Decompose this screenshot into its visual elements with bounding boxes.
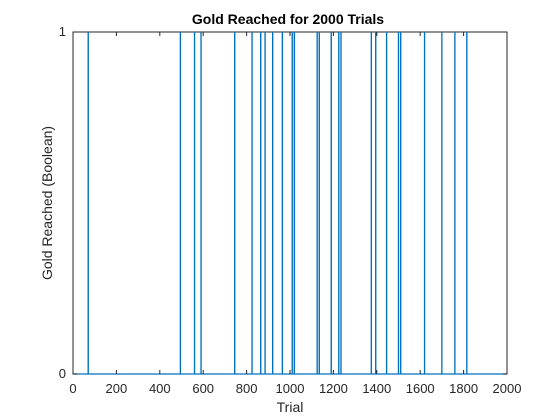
series-layer: [73, 32, 507, 375]
x-tick-label: 400: [149, 381, 171, 396]
x-tick-label: 1200: [319, 381, 348, 396]
tick-label-layer: 0 200 400 600 800 1000 1200 1400 1600 1800 2000 0 1: [59, 24, 522, 396]
x-tick-label: 0: [69, 381, 76, 396]
x-axis-label: Trial: [277, 399, 304, 415]
y-tick-label: 1: [59, 24, 66, 39]
y-axis-label: Gold Reached (Boolean): [39, 126, 55, 280]
y-tick-label: 0: [59, 366, 66, 381]
x-tick-label: 1400: [362, 381, 391, 396]
x-tick-label: 2000: [493, 381, 522, 396]
chart-title: Gold Reached for 2000 Trials: [192, 11, 384, 27]
plot-area: [72, 31, 508, 375]
tick-layer: [72, 31, 508, 375]
x-tick-label: 600: [192, 381, 214, 396]
x-tick-label: 200: [106, 381, 128, 396]
x-tick-label: 1800: [449, 381, 478, 396]
x-tick-label: 1600: [406, 381, 435, 396]
x-tick-label: 1000: [276, 381, 305, 396]
x-tick-label: 800: [236, 381, 258, 396]
